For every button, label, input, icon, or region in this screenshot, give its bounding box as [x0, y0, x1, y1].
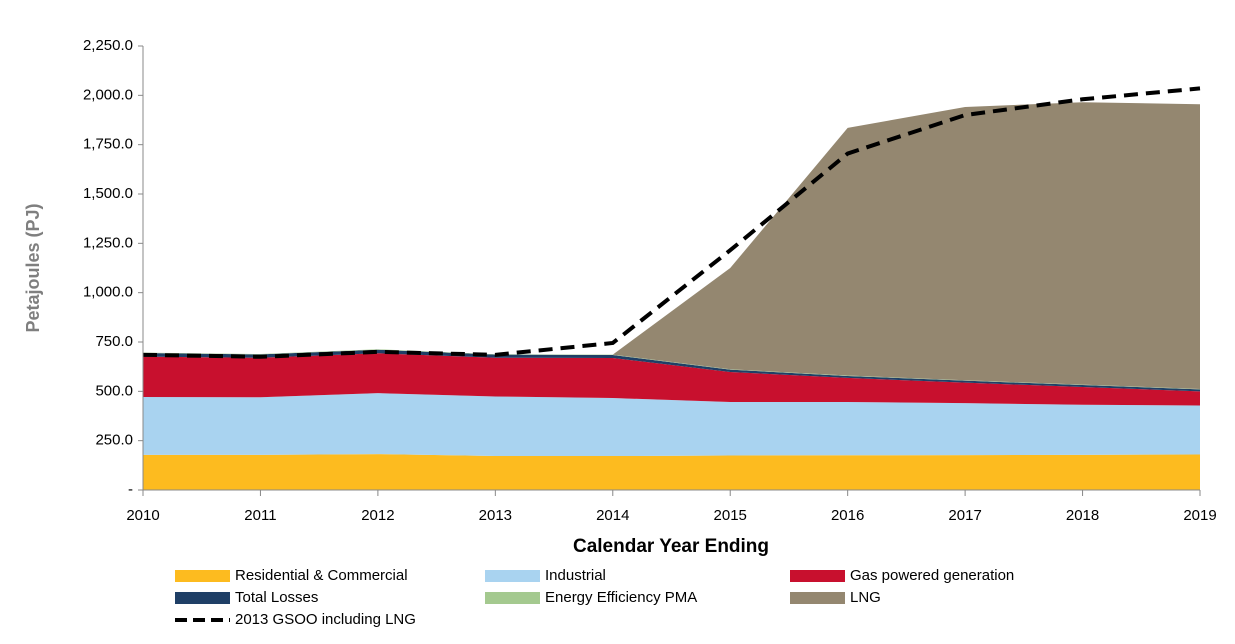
- x-tick-label: 2016: [831, 507, 864, 524]
- y-tick-label: 2,000.0: [83, 86, 133, 103]
- legend-label: LNG: [850, 589, 881, 606]
- y-tick-label: 250.0: [95, 432, 133, 449]
- legend-swatch: [790, 570, 845, 582]
- y-tick-label: 1,500.0: [83, 185, 133, 202]
- x-tick-label: 2014: [596, 507, 629, 524]
- x-tick-label: 2013: [479, 507, 512, 524]
- y-tick-label: 500.0: [95, 382, 133, 399]
- area: [143, 393, 1200, 457]
- area: [143, 454, 1200, 490]
- legend-swatch: [485, 570, 540, 582]
- x-tick-label: 2015: [714, 507, 747, 524]
- legend-label: Gas powered generation: [850, 567, 1014, 584]
- legend-label: Energy Efficiency PMA: [545, 589, 697, 606]
- legend-label: Total Losses: [235, 589, 318, 606]
- area: [143, 349, 1200, 392]
- legend-swatch: [175, 592, 230, 604]
- y-tick-label: 1,750.0: [83, 136, 133, 153]
- area: [143, 102, 1200, 389]
- legend-label: Industrial: [545, 567, 606, 584]
- legend-swatch: [790, 592, 845, 604]
- legend-label: Residential & Commercial: [235, 567, 408, 584]
- line: [142, 86, 1201, 359]
- y-axis-title: Petajoules (PJ): [23, 203, 43, 332]
- legend-label: 2013 GSOO including LNG: [235, 611, 416, 628]
- area: [143, 353, 1200, 406]
- y-tick-label: -: [128, 481, 133, 498]
- y-tick-label: 2,250.0: [83, 37, 133, 54]
- x-tick-label: 2017: [948, 507, 981, 524]
- x-tick-label: 2011: [244, 507, 276, 524]
- x-tick-label: 2012: [361, 507, 394, 524]
- legend-swatch: [485, 592, 540, 604]
- y-tick-label: 1,000.0: [83, 284, 133, 301]
- y-tick-label: 1,250.0: [83, 234, 133, 251]
- area: [143, 349, 1200, 390]
- y-tick-label: 750.0: [95, 333, 133, 350]
- x-tick-label: 2010: [126, 507, 159, 524]
- legend-swatch: [175, 570, 230, 582]
- x-axis-title: Calendar Year Ending: [573, 536, 769, 557]
- x-tick-label: 2018: [1066, 507, 1099, 524]
- x-tick-label: 2019: [1183, 507, 1216, 524]
